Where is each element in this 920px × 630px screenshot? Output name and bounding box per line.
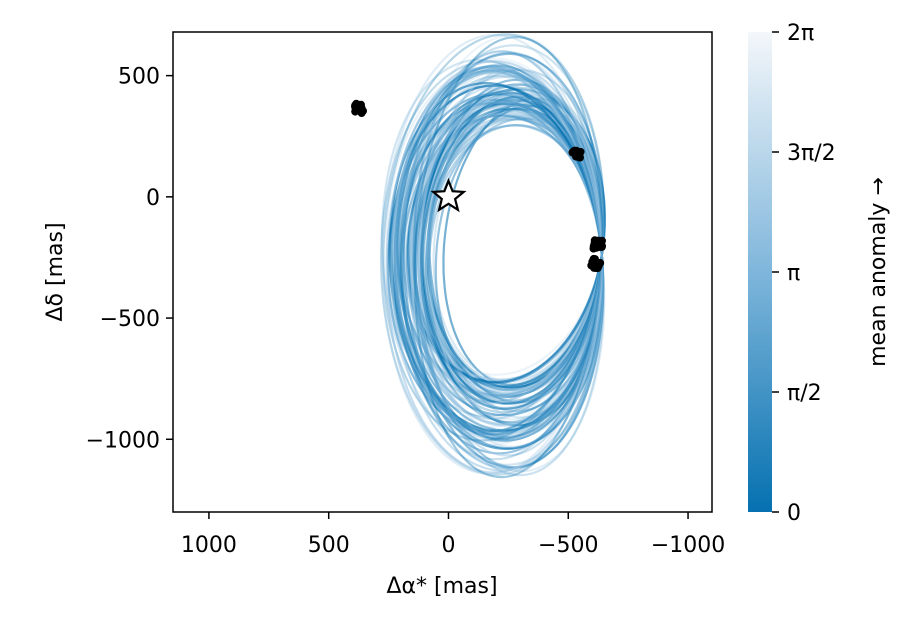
y-tick-label: 0 bbox=[146, 186, 160, 211]
orbit-line bbox=[390, 71, 604, 472]
orbit-line bbox=[425, 110, 604, 427]
colorbar-label: mean anomaly → bbox=[866, 177, 891, 367]
colorbar-tick-label: π bbox=[787, 261, 800, 286]
host-star-marker bbox=[430, 177, 467, 213]
orbit-line bbox=[401, 51, 604, 461]
orbit-line bbox=[381, 33, 603, 475]
y-axis-title: Δδ [mas] bbox=[43, 222, 68, 321]
observation-point bbox=[591, 243, 600, 252]
orbit-line bbox=[414, 78, 604, 441]
plot-frame bbox=[172, 31, 713, 513]
colorbar-tick-label: π/2 bbox=[787, 381, 822, 406]
orbit-line bbox=[413, 74, 606, 473]
colorbar-tick-label: 0 bbox=[787, 501, 801, 526]
orbit-line bbox=[413, 35, 604, 479]
x-axis-title: Δα* [mas] bbox=[386, 574, 497, 599]
orbit-line bbox=[379, 60, 604, 476]
x-tick-label: 0 bbox=[441, 533, 455, 558]
observation-points bbox=[351, 99, 606, 273]
orbit-line bbox=[393, 64, 603, 455]
y-tick-label: 500 bbox=[118, 65, 160, 90]
orbit-line bbox=[388, 81, 605, 451]
orbit-line bbox=[399, 44, 605, 433]
orbit-line bbox=[407, 68, 605, 420]
orbit-lines bbox=[379, 33, 607, 479]
orbit-line bbox=[385, 60, 604, 474]
observation-point bbox=[596, 258, 605, 267]
observation-point bbox=[576, 147, 585, 156]
x-tick-label: −500 bbox=[538, 533, 598, 558]
observation-point bbox=[355, 105, 363, 114]
orbit-line bbox=[401, 34, 605, 446]
colorbar-tick-label: 2π bbox=[787, 21, 814, 46]
y-tick-label: −500 bbox=[100, 307, 160, 332]
x-tick-label: 1000 bbox=[181, 533, 237, 558]
orbit-line bbox=[397, 102, 604, 400]
orbit-line bbox=[416, 52, 603, 448]
orbit-line bbox=[402, 68, 605, 469]
orbit-line bbox=[398, 98, 604, 432]
x-tick-label: −1000 bbox=[651, 533, 725, 558]
colorbar: 0 π/2 π 3π/2 2π mean anomaly → bbox=[748, 21, 891, 526]
orbit-line bbox=[413, 50, 604, 469]
x-tick-label: 500 bbox=[308, 533, 350, 558]
colorbar-ticks: 0 π/2 π 3π/2 2π bbox=[772, 21, 836, 526]
y-axis-ticks: 500 0 −500 −1000 bbox=[86, 65, 173, 453]
x-axis-ticks: 1000 500 0 −500 −1000 bbox=[181, 512, 725, 558]
colorbar-gradient bbox=[748, 32, 772, 512]
y-tick-label: −1000 bbox=[86, 428, 160, 453]
orbit-line bbox=[393, 69, 605, 470]
colorbar-tick-label: 3π/2 bbox=[787, 141, 836, 166]
orbit-line bbox=[382, 33, 606, 442]
plot-area bbox=[172, 31, 713, 513]
orbit-line bbox=[413, 63, 605, 477]
orbit-line bbox=[410, 94, 603, 425]
orbit-line bbox=[427, 86, 606, 392]
star-icon bbox=[430, 177, 467, 213]
